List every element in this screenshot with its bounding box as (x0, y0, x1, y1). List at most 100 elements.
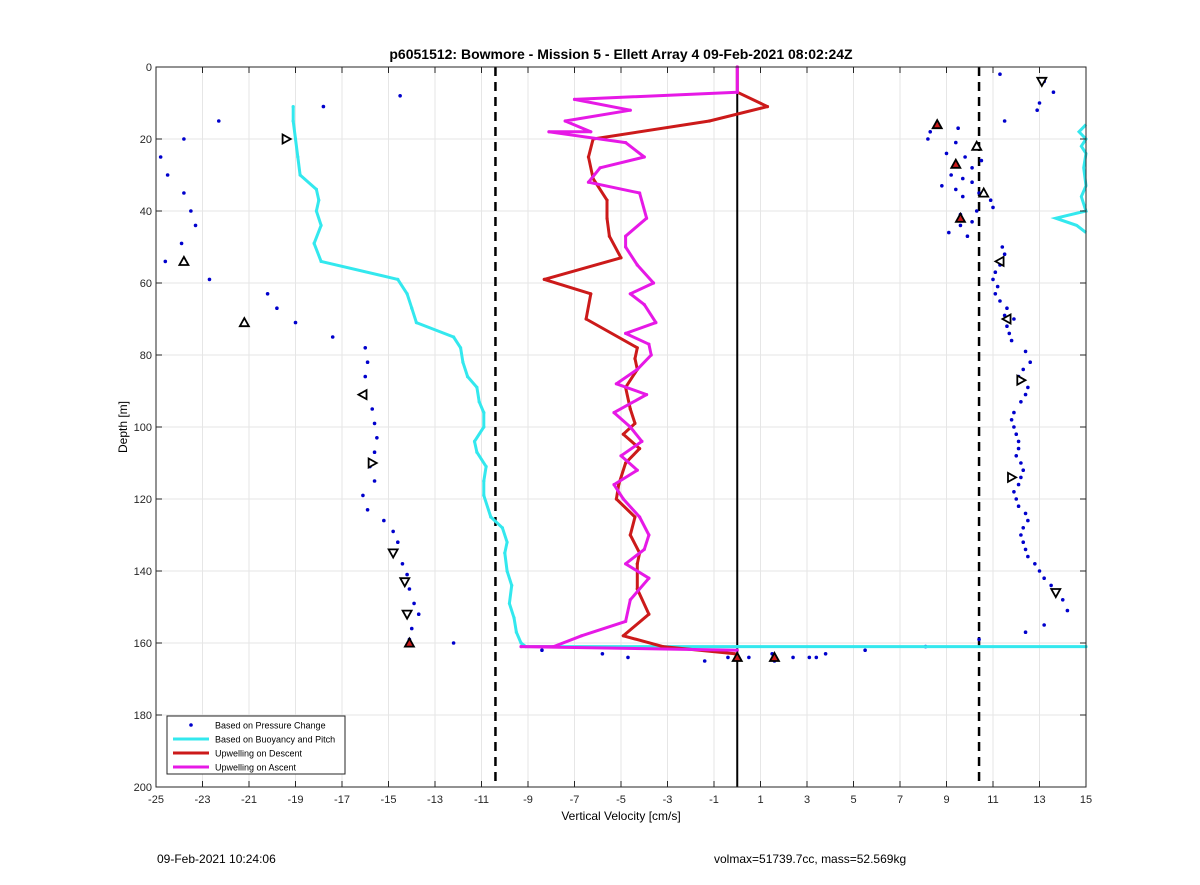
pressure-point (791, 655, 795, 660)
y-tick-label: 0 (146, 62, 152, 74)
series-point (572, 97, 577, 101)
pressure-point (965, 234, 970, 238)
pressure-point (807, 655, 812, 660)
series-point (735, 645, 739, 649)
pressure-point (1012, 490, 1016, 494)
pressure-point (1023, 349, 1028, 354)
series-point (465, 375, 470, 379)
series-point (614, 497, 618, 501)
x-tick-label: -13 (427, 794, 443, 806)
series-point (482, 493, 486, 497)
triangle-marker (387, 548, 400, 560)
series-point (519, 641, 523, 645)
pressure-point (998, 72, 1002, 76)
series-point (640, 439, 644, 443)
series-point (484, 465, 488, 469)
pressure-point (412, 601, 416, 606)
pressure-point (1005, 306, 1009, 311)
pressure-point (947, 230, 951, 235)
pressure-point (372, 450, 377, 455)
series-point (298, 173, 302, 177)
pressure-point (1051, 90, 1056, 94)
series-point (452, 335, 456, 339)
triangle-marker (1016, 374, 1028, 387)
series-point (503, 551, 507, 555)
pressure-point (814, 655, 819, 660)
series-point (510, 583, 514, 588)
y-tick-label: 160 (134, 638, 152, 650)
legend: Based on Pressure Change Based on Buoyanc… (166, 715, 346, 775)
pressure-point (382, 518, 386, 523)
series-point (635, 367, 639, 371)
legend-label: Based on Pressure Change (215, 721, 326, 731)
pressure-point (1009, 338, 1014, 343)
pressure-point (1012, 317, 1016, 321)
series-point (489, 515, 493, 519)
pressure-point (926, 137, 930, 141)
triangle-marker (177, 255, 190, 266)
x-tick-label: 9 (943, 794, 949, 806)
y-tick-label: 140 (134, 566, 152, 578)
pressure-point (1042, 623, 1046, 627)
series-point (314, 187, 319, 191)
series-point (472, 439, 477, 443)
pressure-point (944, 151, 949, 156)
series-point (642, 547, 646, 552)
pressure-point (1021, 526, 1026, 530)
pressure-point (991, 277, 995, 282)
pressure-point (1042, 576, 1046, 580)
series-point (405, 292, 409, 296)
x-tick-label: -11 (474, 794, 489, 806)
triangle-marker (1000, 312, 1012, 326)
pressure-point (265, 292, 270, 296)
series-point (638, 515, 642, 519)
pressure-point (1007, 331, 1012, 336)
series-point (477, 400, 481, 404)
series-point (624, 619, 628, 624)
y-axis-label: Depth [m] (116, 401, 130, 453)
series-point (649, 353, 653, 357)
series-point (628, 598, 632, 602)
series-point (296, 155, 300, 159)
pressure-point (365, 360, 370, 365)
y-tick-label: 200 (134, 782, 152, 794)
pressure-point (1021, 367, 1026, 372)
pressure-point (1035, 108, 1039, 112)
triangle-marker (993, 255, 1005, 268)
footer-timestamp: 09-Feb-2021 10:24:06 (157, 852, 276, 866)
footer-params: volmax=51739.7cc, mass=52.569kg (714, 852, 907, 866)
pressure-point (1023, 547, 1028, 552)
series-point (605, 198, 609, 202)
pressure-point (407, 587, 412, 591)
pressure-point (940, 184, 944, 188)
pressure-point (1019, 400, 1023, 404)
series-point (644, 216, 649, 220)
series-point (542, 277, 546, 281)
pressure-point (363, 346, 368, 350)
y-axis-ticks: 0 20 40 60 80 100 120 140 160 180 200 (134, 62, 1086, 794)
pressure-point (1026, 385, 1030, 390)
x-tick-label: -7 (570, 794, 580, 806)
pressure-point (863, 648, 867, 652)
pressure-point (365, 508, 370, 512)
pressure-point (216, 119, 221, 123)
pressure-point (970, 166, 974, 170)
series-point (619, 454, 623, 458)
x-tick-label: 11 (987, 794, 998, 806)
pressure-point (1002, 119, 1007, 123)
x-tick-label: -17 (334, 794, 350, 806)
series-point (291, 105, 295, 109)
series-point (291, 119, 295, 123)
series-point (519, 645, 523, 649)
pressure-point (1016, 482, 1021, 487)
pressure-point (949, 173, 953, 177)
series-point (624, 141, 628, 145)
legend-label: Upwelling on Descent (215, 749, 303, 759)
pressure-point (988, 198, 993, 202)
pressure-point (189, 209, 193, 213)
triangle-marker (1035, 76, 1048, 88)
series-line (542, 67, 769, 656)
pressure-point (1021, 468, 1026, 473)
series-point (635, 562, 639, 566)
pressure-point (1037, 569, 1042, 573)
